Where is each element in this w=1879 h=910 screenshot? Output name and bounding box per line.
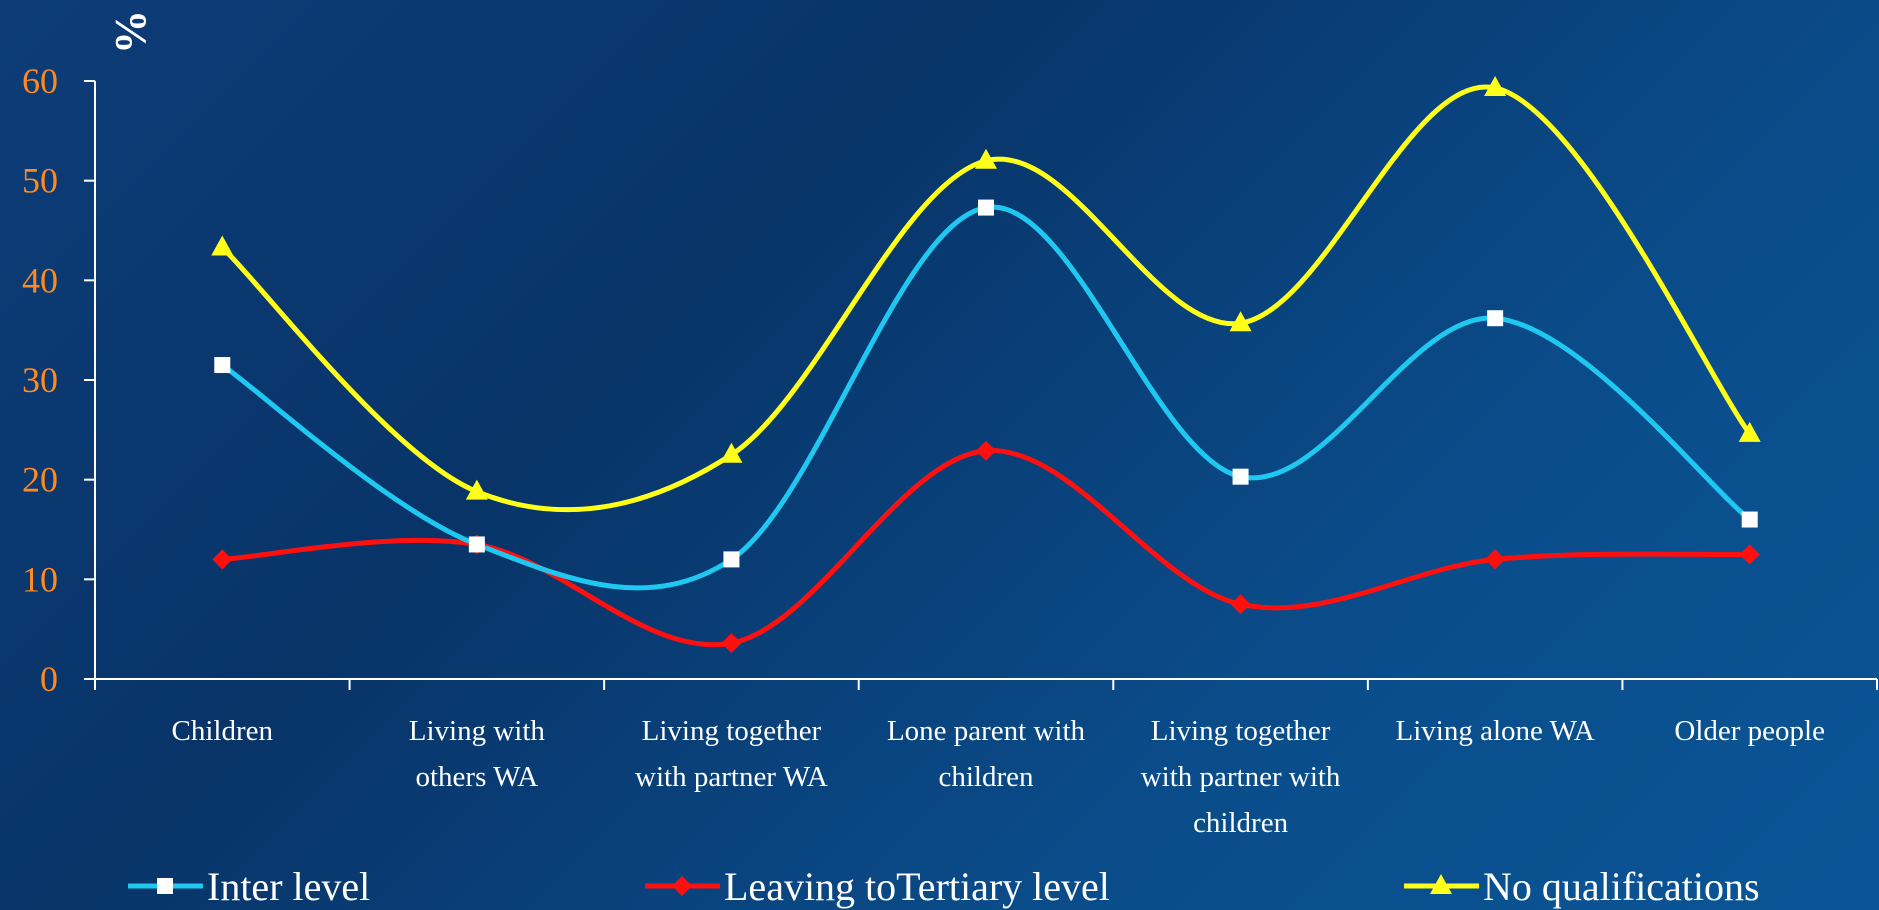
legend-label-2: Leaving toTertiary level [724,864,1110,909]
y-tick-label: 0 [40,659,58,699]
x-tick-label: Lone parent with children [887,715,1086,793]
series-3-marker [1484,75,1507,96]
series-line-1 [219,204,1753,591]
series-1-marker [468,536,485,553]
legend-2-marker [672,876,692,896]
x-tick-label: Living together with partner with children [1141,715,1341,839]
series-1-marker [1232,468,1249,485]
series-1-marker [978,199,994,216]
series-1-marker [1741,511,1758,528]
series-2-marker [1739,544,1760,565]
legend-label-1: Inter level [207,864,370,909]
x-tick-label: Living alone WA [1396,715,1595,747]
y-tick-label: 10 [22,559,58,599]
series-3-marker [465,479,488,500]
y-tick-label: 20 [22,460,58,500]
series-2-marker [212,549,233,570]
series-1-marker [1487,310,1504,327]
series-3-marker [1738,421,1761,442]
x-tick-label: Living together with partner WA [635,715,828,793]
y-axis-label: % [106,10,155,54]
x-tick-label: Older people [1674,715,1825,747]
series-1-marker [214,357,231,374]
x-tick-label: Children [172,715,274,747]
series-2-marker [721,633,742,654]
series-3-marker [720,442,743,463]
series-2-marker [1230,594,1251,615]
series-2-marker [1485,549,1506,570]
y-tick-label: 40 [22,260,58,300]
y-tick-label: 60 [22,61,58,101]
series-3-marker [1229,311,1252,332]
series-1-marker [723,551,740,568]
legend-label-3: No qualifications [1483,864,1760,909]
legend-3-marker [1430,874,1452,894]
series-3-marker [975,148,997,169]
series-2-marker [976,440,996,461]
y-tick-label: 30 [22,360,58,400]
y-tick-label: 50 [22,161,58,201]
x-tick-label: Living with others WA [409,715,546,793]
legend-1-marker [157,878,173,894]
series-3-marker [211,235,234,256]
